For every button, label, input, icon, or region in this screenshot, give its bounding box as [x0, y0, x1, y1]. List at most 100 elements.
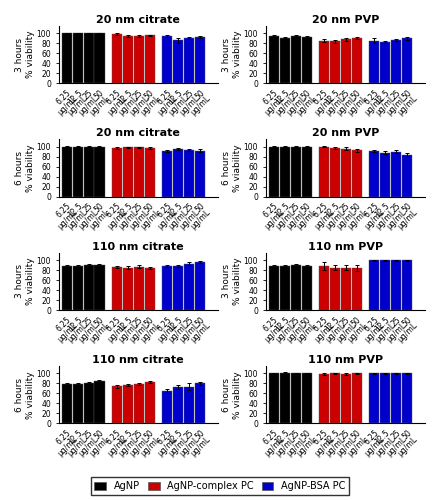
Bar	[280, 374, 290, 424]
Bar	[290, 36, 301, 83]
Bar	[290, 374, 301, 424]
Y-axis label: 6 hours
% viability: 6 hours % viability	[15, 371, 35, 418]
Bar	[290, 146, 301, 196]
Title: 20 nm citrate: 20 nm citrate	[96, 128, 180, 138]
Title: 110 nm PVP: 110 nm PVP	[308, 242, 383, 252]
Bar	[134, 36, 144, 83]
Bar	[402, 260, 412, 310]
Y-axis label: 6 hours
% viability: 6 hours % viability	[222, 144, 242, 192]
Bar	[391, 260, 401, 310]
Bar	[380, 374, 390, 424]
Bar	[330, 268, 340, 310]
Bar	[280, 38, 290, 83]
Bar	[162, 391, 172, 424]
Bar	[173, 266, 183, 310]
Bar	[369, 41, 379, 83]
Bar	[112, 386, 122, 424]
Y-axis label: 3 hours
% viability: 3 hours % viability	[15, 258, 35, 305]
Bar	[319, 41, 329, 83]
Bar	[84, 383, 94, 424]
Bar	[319, 266, 329, 310]
Bar	[134, 147, 144, 196]
Bar	[391, 374, 401, 424]
Bar	[369, 374, 379, 424]
Title: 20 nm PVP: 20 nm PVP	[312, 128, 379, 138]
Bar	[369, 260, 379, 310]
Bar	[95, 265, 105, 310]
Title: 20 nm citrate: 20 nm citrate	[96, 15, 180, 25]
Bar	[134, 266, 144, 310]
Y-axis label: 6 hours
% viability: 6 hours % viability	[222, 371, 242, 418]
Bar	[195, 384, 205, 424]
Bar	[62, 384, 72, 424]
Bar	[62, 146, 72, 196]
Bar	[112, 148, 122, 196]
Bar	[145, 36, 155, 83]
Y-axis label: 3 hours
% viability: 3 hours % viability	[222, 30, 242, 78]
Bar	[84, 146, 94, 196]
Bar	[145, 382, 155, 424]
Bar	[145, 268, 155, 310]
Bar	[269, 374, 279, 424]
Bar	[145, 148, 155, 196]
Bar	[352, 150, 362, 196]
Bar	[301, 37, 312, 83]
Bar	[123, 268, 133, 310]
Bar	[162, 36, 172, 83]
Bar	[391, 40, 401, 83]
Bar	[319, 374, 329, 424]
Title: 110 nm citrate: 110 nm citrate	[92, 242, 184, 252]
Bar	[84, 34, 94, 83]
Bar	[62, 34, 72, 83]
Bar	[62, 266, 72, 310]
Bar	[301, 146, 312, 196]
Bar	[184, 264, 194, 310]
Bar	[195, 262, 205, 310]
Y-axis label: 3 hours
% viability: 3 hours % viability	[222, 258, 242, 305]
Bar	[352, 374, 362, 424]
Bar	[195, 150, 205, 196]
Bar	[184, 387, 194, 424]
Bar	[301, 266, 312, 310]
Bar	[173, 40, 183, 83]
Bar	[184, 38, 194, 83]
Bar	[319, 146, 329, 196]
Bar	[330, 148, 340, 196]
Bar	[84, 265, 94, 310]
Bar	[162, 151, 172, 196]
Bar	[269, 266, 279, 310]
Bar	[341, 148, 351, 196]
Bar	[380, 42, 390, 83]
Bar	[380, 260, 390, 310]
Bar	[301, 374, 312, 424]
Bar	[95, 34, 105, 83]
Bar	[173, 388, 183, 424]
Bar	[341, 268, 351, 310]
Bar	[280, 146, 290, 196]
Bar	[95, 146, 105, 196]
Bar	[269, 146, 279, 196]
Bar	[402, 155, 412, 196]
Bar	[184, 150, 194, 196]
Bar	[352, 38, 362, 83]
Bar	[402, 38, 412, 83]
Bar	[352, 268, 362, 310]
Bar	[123, 147, 133, 196]
Bar	[330, 42, 340, 83]
Bar	[269, 36, 279, 83]
Title: 110 nm PVP: 110 nm PVP	[308, 355, 383, 365]
Title: 20 nm PVP: 20 nm PVP	[312, 15, 379, 25]
Bar	[73, 34, 83, 83]
Bar	[280, 266, 290, 310]
Y-axis label: 3 hours
% viability: 3 hours % viability	[15, 30, 35, 78]
Bar	[330, 374, 340, 424]
Bar	[112, 34, 122, 83]
Bar	[112, 266, 122, 310]
Bar	[341, 374, 351, 424]
Legend: AgNP, AgNP-complex PC, AgNP-BSA PC: AgNP, AgNP-complex PC, AgNP-BSA PC	[91, 478, 349, 495]
Bar	[123, 385, 133, 424]
Bar	[95, 382, 105, 424]
Bar	[341, 40, 351, 83]
Bar	[369, 150, 379, 196]
Bar	[73, 384, 83, 424]
